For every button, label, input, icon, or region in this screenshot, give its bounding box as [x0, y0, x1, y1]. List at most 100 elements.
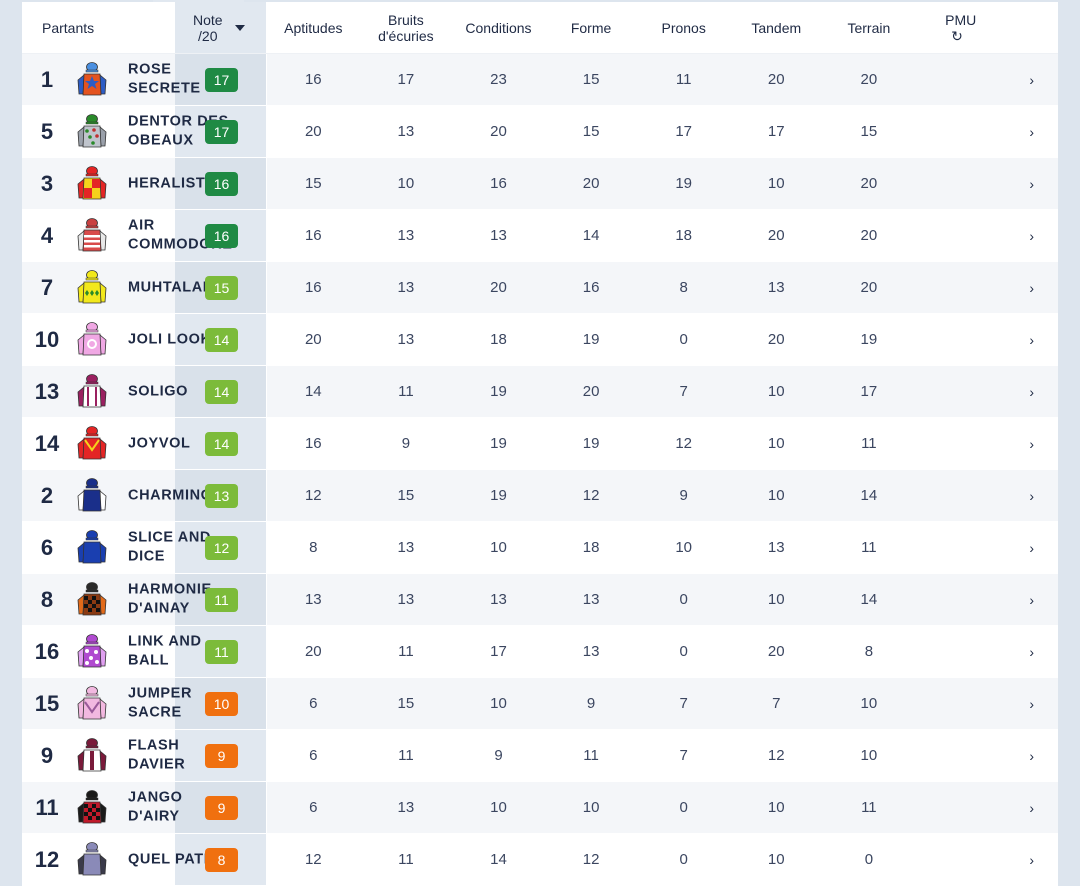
horse-name[interactable]: LINK AND BALL: [128, 633, 202, 669]
table-row[interactable]: 15 JUMPER SACRE 10 6 15 10 9 7 7 10 ›: [22, 678, 1058, 730]
horse-number: 15: [34, 690, 60, 716]
partant-cell: 13 SOLIGO: [22, 366, 187, 417]
pmu-cell[interactable]: ›: [915, 384, 1058, 400]
table-row[interactable]: 5 DENTOR DES OBEAUX 17 20 13 20 15 17 17 15 ›: [22, 106, 1058, 158]
partant-cell: 6 SLICE AND DICE: [22, 522, 211, 573]
column-divider: [266, 730, 267, 781]
horse-name[interactable]: MUHTALAB: [128, 278, 214, 295]
column-divider: [266, 158, 267, 209]
chevron-right-icon[interactable]: ›: [1029, 487, 1034, 504]
pmu-cell[interactable]: ›: [915, 800, 1058, 816]
score-conditions: 16: [490, 175, 507, 192]
table-row[interactable]: 6 SLICE AND DICE 12 8 13 10 18 10 13 11 ›: [22, 522, 1058, 574]
pmu-cell[interactable]: ›: [915, 852, 1058, 868]
horse-name[interactable]: FLASH DAVIER: [128, 737, 186, 773]
chevron-right-icon[interactable]: ›: [1029, 227, 1034, 244]
table-row[interactable]: 7 MUHTALAB 15 16 13 20 16 8 13 20 ›: [22, 262, 1058, 314]
pmu-cell[interactable]: ›: [915, 280, 1058, 296]
header-tandem[interactable]: Tandem: [730, 20, 823, 36]
chevron-right-icon[interactable]: ›: [1029, 799, 1034, 816]
score-conditions: 23: [490, 71, 507, 88]
jockey-silk-icon: [74, 528, 110, 568]
pmu-cell[interactable]: ›: [915, 332, 1058, 348]
horse-name[interactable]: ROSE SECRETE: [128, 61, 201, 97]
pmu-cell[interactable]: ›: [915, 540, 1058, 556]
header-aptitudes[interactable]: Aptitudes: [267, 20, 360, 36]
table-row[interactable]: 8 HARMONIE D'AINAY 11 13 13 13 13 0 10 14 ›: [22, 574, 1058, 626]
horse-name[interactable]: JOYVOL: [128, 434, 191, 451]
chevron-right-icon[interactable]: ›: [1029, 851, 1034, 868]
table-row[interactable]: 14 JOYVOL 14 16 9 19 19 12 10 11 ›: [22, 418, 1058, 470]
score-bruits: 11: [398, 643, 414, 660]
horse-name[interactable]: JANGO D'AIRY: [128, 789, 183, 825]
horse-name[interactable]: JOLI LOOK: [128, 330, 212, 347]
horse-name[interactable]: SOLIGO: [128, 382, 188, 399]
horse-name[interactable]: DENTOR DES OBEAUX: [128, 113, 229, 149]
score-terrain: 11: [861, 435, 877, 452]
column-divider: [266, 106, 267, 157]
horse-name[interactable]: SLICE AND DICE: [128, 529, 212, 565]
jockey-silk-icon: [74, 632, 110, 672]
horse-name[interactable]: HARMONIE D'AINAY: [128, 581, 212, 617]
chevron-right-icon[interactable]: ›: [1029, 539, 1034, 556]
score-aptitudes: 15: [304, 175, 322, 192]
chevron-right-icon[interactable]: ›: [1029, 695, 1034, 712]
pmu-cell[interactable]: ›: [915, 696, 1058, 712]
pmu-cell[interactable]: ›: [915, 124, 1058, 140]
chevron-right-icon[interactable]: ›: [1029, 71, 1034, 88]
chevron-right-icon[interactable]: ›: [1029, 331, 1034, 348]
table-row[interactable]: 4 AIR COMMODORE 16 16 13 13 14 18 20 20 ›: [22, 210, 1058, 262]
table-row[interactable]: 12 QUEL PATRON 8 12 11 14 12 0 10 0 ›: [22, 834, 1058, 886]
pmu-cell[interactable]: ›: [915, 436, 1058, 452]
partants-table: Partants Note /20 Aptitudes Bruits d'écur…: [22, 2, 1058, 886]
score-forme: 11: [583, 747, 599, 764]
header-terrain[interactable]: Terrain: [823, 20, 916, 36]
note-badge: 17: [205, 119, 238, 144]
header-bruits[interactable]: Bruits d'écuries: [360, 12, 453, 44]
header-bruits-line2: d'écuries: [378, 27, 434, 44]
table-row[interactable]: 1 ROSE SECRETE 17 16 17 23 15 11 20 20 ›: [22, 54, 1058, 106]
header-conditions[interactable]: Conditions: [452, 20, 545, 36]
table-row[interactable]: 11 JANGO D'AIRY 9 6 13 10 10 0 10 11 ›: [22, 782, 1058, 834]
header-pmu[interactable]: PMU ↻: [915, 12, 1058, 44]
horse-name[interactable]: CHARMING: [128, 486, 213, 503]
pmu-cell[interactable]: ›: [915, 488, 1058, 504]
table-row[interactable]: 13 SOLIGO 14 14 11 19 20 7 10 17 ›: [22, 366, 1058, 418]
header-note-label: Note /20: [193, 12, 223, 44]
header-forme[interactable]: Forme: [545, 20, 638, 36]
pmu-cell[interactable]: ›: [915, 72, 1058, 88]
header-note[interactable]: Note /20: [175, 2, 266, 53]
header-pronos[interactable]: Pronos: [637, 20, 730, 36]
horse-number: 4: [40, 222, 54, 248]
table-row[interactable]: 9 FLASH DAVIER 9 6 11 9 11 7 12 10 ›: [22, 730, 1058, 782]
chevron-right-icon[interactable]: ›: [1029, 747, 1034, 764]
table-row[interactable]: 16 LINK AND BALL 11 20 11 17 13 0 20 8 ›: [22, 626, 1058, 678]
chevron-right-icon[interactable]: ›: [1029, 383, 1034, 400]
horse-name[interactable]: HERALISTE: [128, 174, 216, 191]
note-badge: 16: [205, 171, 238, 196]
chevron-right-icon[interactable]: ›: [1029, 591, 1034, 608]
note-cell: 17: [175, 54, 266, 105]
chevron-right-icon[interactable]: ›: [1029, 175, 1034, 192]
partant-cell: 7 MUHTALAB: [22, 262, 213, 313]
horse-number: 16: [34, 638, 60, 664]
pmu-cell[interactable]: ›: [915, 228, 1058, 244]
chevron-right-icon[interactable]: ›: [1029, 643, 1034, 660]
horse-name[interactable]: JUMPER SACRE: [128, 685, 193, 721]
table-row[interactable]: 10 JOLI LOOK 14 20 13 18 19 0 20 19 ›: [22, 314, 1058, 366]
chevron-right-icon[interactable]: ›: [1029, 279, 1034, 296]
sort-desc-icon[interactable]: [234, 24, 245, 31]
table-row[interactable]: 2 CHARMING 13 12 15 19 12 9 10 14 ›: [22, 470, 1058, 522]
horse-number: 10: [34, 326, 60, 352]
pmu-cell[interactable]: ›: [915, 644, 1058, 660]
partant-cell: 3 HERALISTE: [22, 158, 215, 209]
refresh-icon[interactable]: ↻: [951, 27, 963, 44]
score-terrain: 0: [864, 851, 874, 868]
pmu-cell[interactable]: ›: [915, 592, 1058, 608]
chevron-right-icon[interactable]: ›: [1029, 435, 1034, 452]
pmu-cell[interactable]: ›: [915, 176, 1058, 192]
jockey-silk-icon: [74, 736, 110, 776]
table-row[interactable]: 3 HERALISTE 16 15 10 16 20 19 10 20 ›: [22, 158, 1058, 210]
chevron-right-icon[interactable]: ›: [1029, 123, 1034, 140]
pmu-cell[interactable]: ›: [915, 748, 1058, 764]
